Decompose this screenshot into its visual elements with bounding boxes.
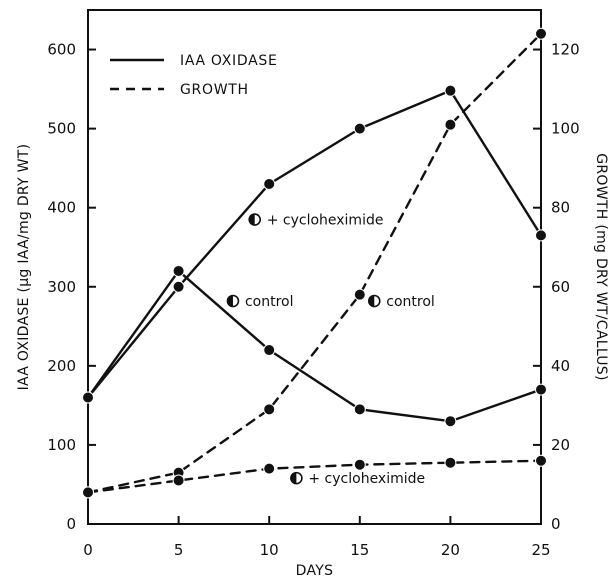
left-y-axis-title: IAA OXIDASE (µg IAA/mg DRY WT) [16,144,32,391]
data-point-iaa-oxidase-control [353,403,366,416]
data-point-iaa-oxidase-control [172,264,185,277]
annotation-marker-fill [368,295,375,307]
right-y-tick-label: 80 [551,199,570,217]
series-line-growth-control [86,32,543,494]
right-y-tick-label: 20 [551,436,570,454]
data-point-growth-control [353,288,366,301]
series-line-iaa-oxidase-cycloheximide [86,89,543,399]
data-point-growth-cycloheximide [444,456,457,469]
left-y-tick-label: 200 [47,357,76,375]
annotation-label-control: control [245,294,294,310]
right-y-tick-label: 100 [551,120,580,138]
data-point-iaa-oxidase-control [444,415,457,428]
data-point-iaa-oxidase-control [263,344,276,357]
data-point-growth-control [444,118,457,131]
right-y-axis-title: GROWTH (mg DRY WT/CALLUS) [593,153,608,380]
data-point-iaa-oxidase-control [82,391,94,404]
x-tick-label: 15 [350,541,369,559]
annotation-label-cycloheximide: + cycloheximide [267,213,384,229]
annotation-label-control: control [386,294,435,310]
data-point-iaa-oxidase-control [535,383,547,396]
x-tick-label: 10 [260,541,279,559]
x-axis-title: DAYS [296,563,334,578]
data-point-growth-cycloheximide [535,454,547,467]
legend-label-growth: GROWTH [180,82,249,98]
annotation-marker-fill [227,295,233,307]
data-point-iaa-oxidase-cycloheximide [353,122,366,135]
right-y-tick-label: 120 [551,41,580,59]
data-point-iaa-oxidase-cycloheximide [263,177,276,190]
left-y-tick-label: 0 [66,515,76,533]
legend-label-iaa-oxidase: IAA OXIDASE [180,53,278,69]
series-line-iaa-oxidase-control [86,269,543,423]
left-y-tick-label: 300 [47,278,76,296]
annotation-label-cycloheximide: + cycloheximide [308,471,425,487]
x-tick-label: 5 [174,541,184,559]
left-y-tick-label: 400 [47,199,76,217]
annotation-marker-fill [249,214,255,226]
x-tick-label: 0 [83,541,93,559]
right-y-tick-label: 60 [551,278,570,296]
x-tick-label: 20 [441,541,460,559]
data-point-growth-control [535,27,547,40]
data-point-iaa-oxidase-cycloheximide [535,229,547,242]
right-y-tick-label: 40 [551,357,570,375]
series-line-growth-cycloheximide [86,459,543,494]
data-point-growth-cycloheximide [263,462,276,475]
data-point-growth-control [263,403,276,416]
left-y-tick-label: 600 [47,41,76,59]
right-y-tick-label: 0 [551,515,561,533]
data-point-iaa-oxidase-cycloheximide [172,280,185,293]
data-point-growth-cycloheximide [353,458,366,471]
left-y-tick-label: 100 [47,436,76,454]
data-point-iaa-oxidase-cycloheximide [444,84,457,97]
plot-frame [87,9,542,525]
left-y-tick-label: 500 [47,120,76,138]
data-point-growth-cycloheximide [172,474,185,487]
annotation-marker-fill [290,472,297,484]
x-tick-label: 25 [531,541,550,559]
data-point-growth-cycloheximide [82,486,94,499]
